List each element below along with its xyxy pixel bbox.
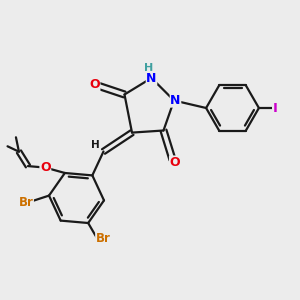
Text: O: O — [40, 161, 51, 174]
Text: Br: Br — [19, 196, 33, 209]
Text: O: O — [169, 156, 180, 169]
Text: Br: Br — [96, 232, 111, 245]
Text: N: N — [170, 94, 181, 107]
Text: I: I — [273, 101, 278, 115]
Text: O: O — [89, 77, 100, 91]
Text: H: H — [145, 63, 154, 74]
Text: H: H — [91, 140, 100, 150]
Text: N: N — [146, 71, 157, 85]
